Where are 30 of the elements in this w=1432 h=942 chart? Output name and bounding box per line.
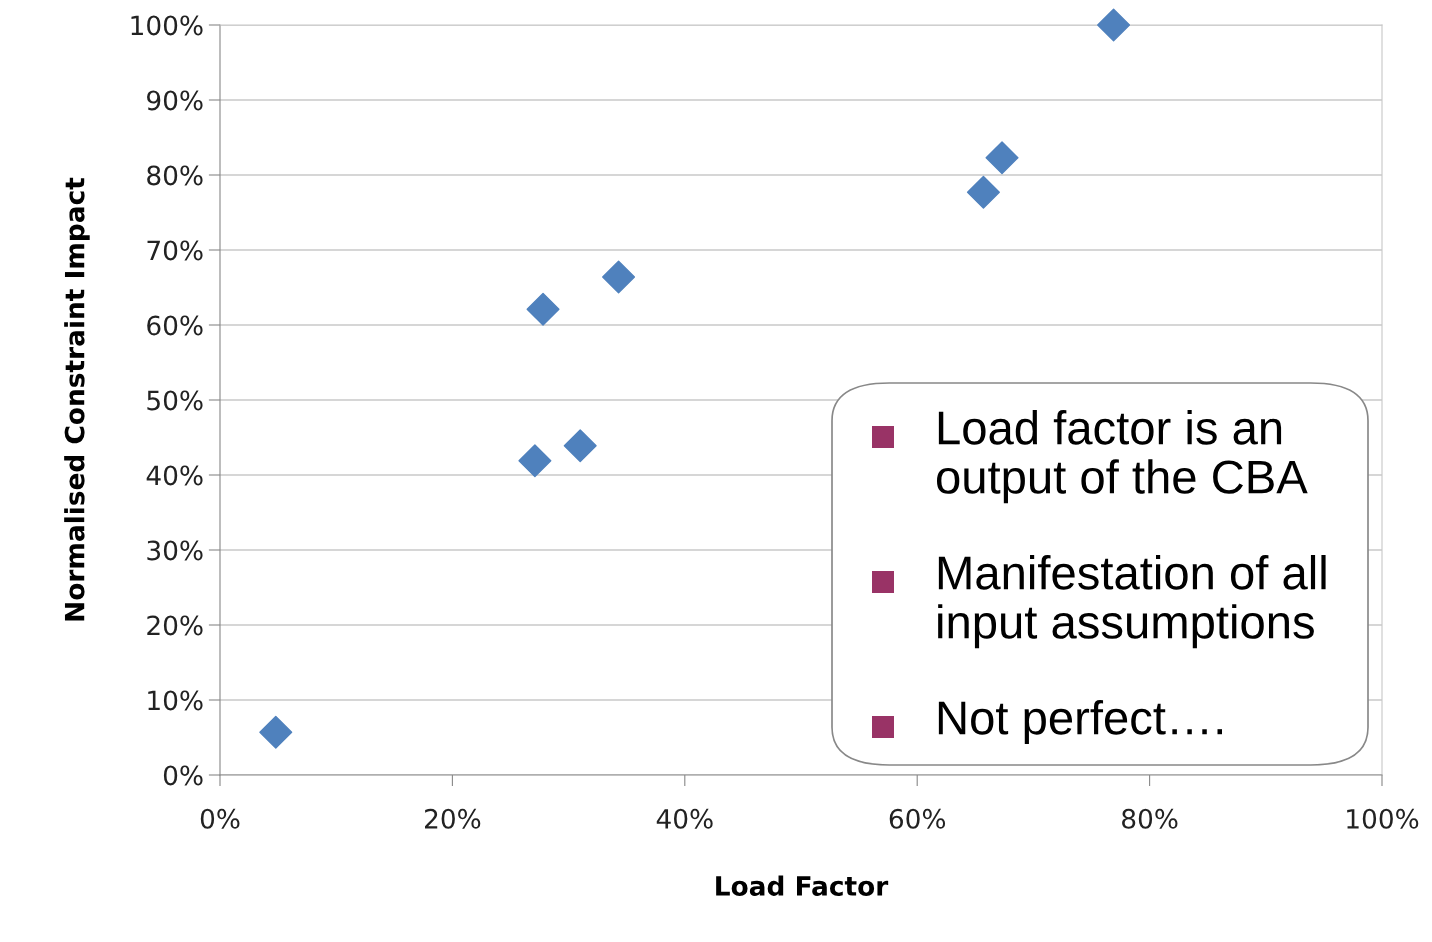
y-axis-title: Normalised Constraint Impact <box>64 177 90 621</box>
y-tick-label: 40% <box>146 465 203 486</box>
point <box>526 292 560 326</box>
y-tick-label: 90% <box>147 90 203 111</box>
y-tick-label: 100% <box>131 15 203 36</box>
point <box>259 715 293 749</box>
point <box>1097 8 1131 42</box>
x-tick-label: 20% <box>425 808 481 829</box>
x-tick-label: 40% <box>656 808 713 829</box>
x-tick-label: 0% <box>200 808 240 829</box>
y-tick-label: 10% <box>148 690 203 711</box>
y-tick-label: 20% <box>147 615 203 636</box>
point <box>563 429 597 463</box>
x-tick-label: 60% <box>889 808 946 829</box>
point <box>966 175 1000 209</box>
annotation: Load factor is an output of the CBA <box>936 410 1308 504</box>
y-tick-label: 80% <box>147 165 203 186</box>
y-tick-label: 0% <box>163 765 203 786</box>
x-tick-label: 100% <box>1347 808 1419 829</box>
x-axis-title: Load Factor <box>716 875 889 896</box>
y-tick-label: 70% <box>147 240 203 261</box>
y-tick-label: 50% <box>147 390 203 411</box>
point <box>602 260 636 294</box>
annotation: Not perfect…. <box>938 700 1222 745</box>
y-tick-label: 30% <box>147 540 203 561</box>
point <box>518 444 552 478</box>
annotation: Manifestation of all input assumptions <box>938 555 1326 649</box>
x-tick-label: 80% <box>1122 808 1178 829</box>
point <box>985 141 1019 175</box>
y-tick-label: 60% <box>147 315 203 336</box>
